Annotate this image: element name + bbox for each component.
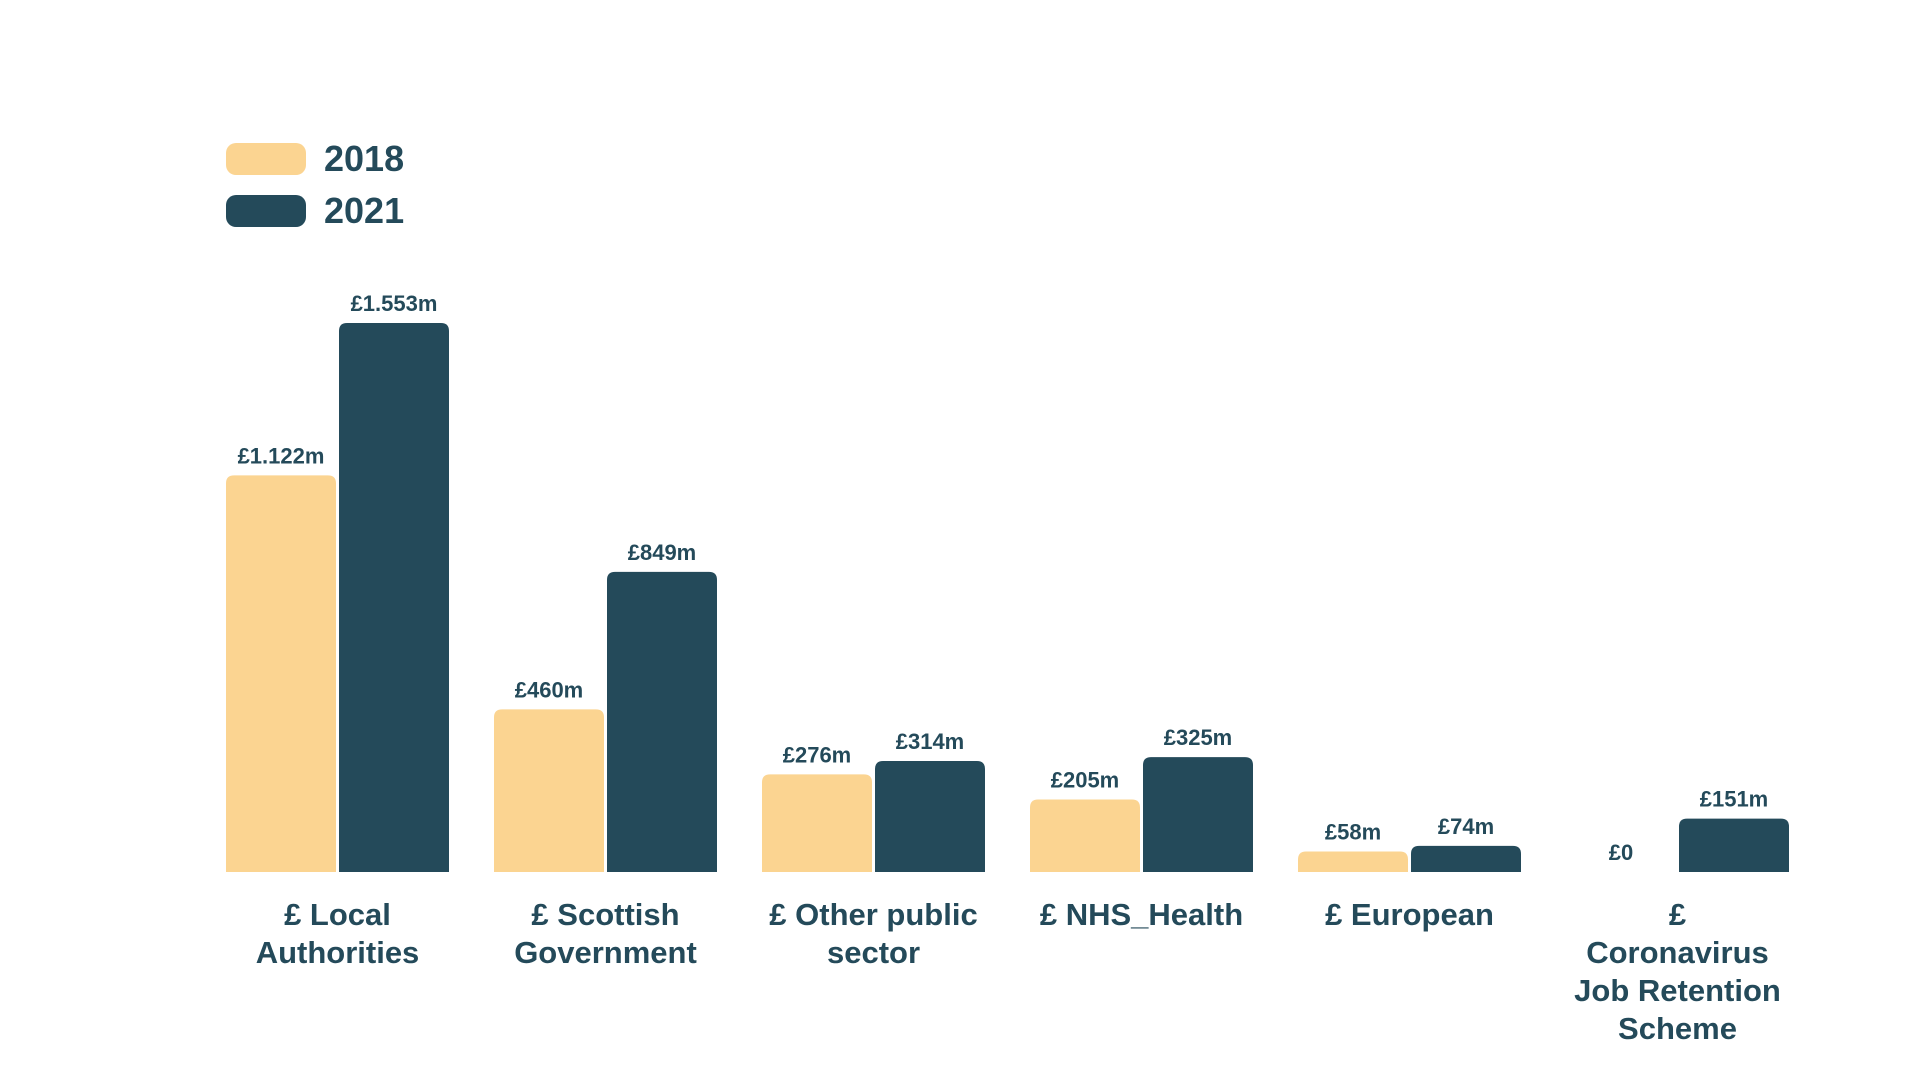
value-label: £74m — [1438, 814, 1494, 839]
x-tick-label: £ Coronavirus Job Retention Scheme — [1574, 897, 1781, 1046]
value-label: £314m — [896, 729, 965, 754]
legend-swatch — [226, 195, 306, 227]
x-tick-label: £ Other public sector — [769, 897, 978, 970]
value-label: £325m — [1164, 725, 1233, 750]
value-label: £205m — [1051, 768, 1120, 793]
legend-label: 2018 — [324, 138, 404, 179]
x-tick-label: £ European — [1325, 897, 1494, 932]
value-label: £0 — [1609, 840, 1633, 865]
value-label: £1.122m — [238, 443, 325, 468]
bar — [1679, 818, 1789, 872]
x-tick-label: £ NHS_Health — [1039, 897, 1244, 932]
legend-swatch — [226, 143, 306, 175]
bar — [494, 709, 604, 872]
bar — [339, 323, 449, 872]
value-label: £849m — [628, 540, 697, 565]
x-tick-label: £ Scottish Government — [514, 897, 697, 970]
value-label: £1.553m — [351, 291, 438, 316]
legend-label: 2021 — [324, 190, 404, 231]
value-label: £460m — [515, 677, 584, 702]
bar — [875, 760, 985, 872]
bar — [1030, 799, 1140, 872]
bar — [607, 571, 717, 872]
x-tick-label: £ Local Authorities — [255, 897, 420, 970]
bar — [226, 475, 336, 872]
value-label: £58m — [1325, 819, 1381, 844]
bar — [1411, 845, 1521, 872]
value-label: £151m — [1700, 787, 1769, 812]
bar — [1298, 851, 1408, 872]
bar — [1143, 757, 1253, 872]
value-label: £276m — [783, 742, 852, 767]
bar — [762, 774, 872, 872]
